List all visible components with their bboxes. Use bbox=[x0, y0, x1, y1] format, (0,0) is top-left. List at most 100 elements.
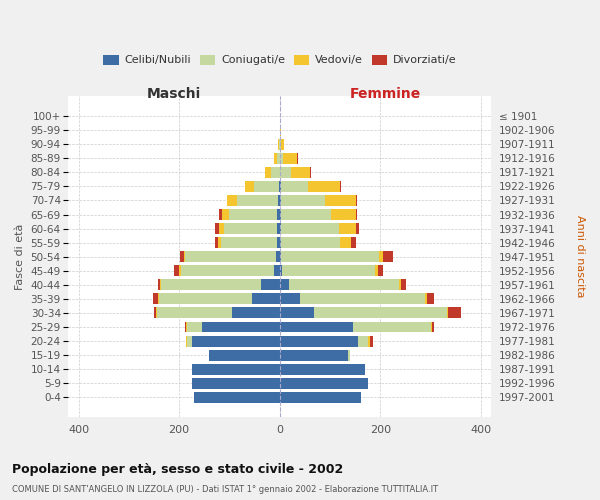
Bar bbox=[398, 280, 401, 290]
Bar bbox=[370, 336, 373, 346]
Bar bbox=[222, 209, 229, 220]
Y-axis label: Fasce di età: Fasce di età bbox=[15, 224, 25, 290]
Bar bbox=[280, 350, 348, 360]
Bar bbox=[237, 195, 278, 206]
Y-axis label: Anni di nascita: Anni di nascita bbox=[575, 216, 585, 298]
Bar bbox=[185, 322, 187, 332]
Bar bbox=[220, 223, 224, 234]
Bar bbox=[325, 195, 356, 206]
Bar bbox=[279, 181, 280, 192]
Bar bbox=[194, 392, 280, 403]
Bar bbox=[278, 195, 280, 206]
Bar bbox=[281, 223, 338, 234]
Bar bbox=[185, 251, 276, 262]
Bar bbox=[280, 294, 300, 304]
Bar bbox=[425, 294, 427, 304]
Bar bbox=[368, 336, 370, 346]
Bar bbox=[280, 237, 281, 248]
Bar bbox=[279, 139, 280, 149]
Bar bbox=[254, 181, 279, 192]
Text: Maschi: Maschi bbox=[147, 88, 201, 102]
Bar bbox=[431, 322, 432, 332]
Bar bbox=[271, 167, 280, 178]
Bar bbox=[280, 195, 281, 206]
Bar bbox=[280, 266, 283, 276]
Bar bbox=[351, 237, 356, 248]
Bar bbox=[281, 251, 379, 262]
Bar bbox=[289, 280, 398, 290]
Bar bbox=[277, 153, 280, 164]
Bar bbox=[232, 308, 280, 318]
Bar bbox=[432, 322, 434, 332]
Bar bbox=[215, 223, 220, 234]
Bar bbox=[379, 251, 383, 262]
Bar bbox=[280, 209, 281, 220]
Bar bbox=[280, 251, 281, 262]
Bar bbox=[376, 266, 378, 276]
Bar bbox=[280, 124, 281, 136]
Bar bbox=[229, 209, 277, 220]
Bar bbox=[281, 181, 308, 192]
Bar bbox=[308, 181, 340, 192]
Bar bbox=[274, 266, 280, 276]
Bar bbox=[209, 350, 280, 360]
Bar bbox=[219, 209, 222, 220]
Bar bbox=[280, 322, 353, 332]
Bar bbox=[158, 294, 159, 304]
Bar bbox=[218, 237, 221, 248]
Bar bbox=[340, 181, 341, 192]
Bar bbox=[160, 280, 161, 290]
Bar bbox=[277, 223, 280, 234]
Bar bbox=[174, 266, 179, 276]
Bar bbox=[283, 266, 376, 276]
Bar bbox=[280, 364, 365, 374]
Bar bbox=[280, 336, 358, 346]
Bar bbox=[153, 294, 158, 304]
Bar bbox=[280, 153, 283, 164]
Bar bbox=[280, 308, 314, 318]
Bar bbox=[280, 378, 368, 388]
Bar bbox=[187, 336, 192, 346]
Bar bbox=[277, 237, 280, 248]
Bar bbox=[158, 280, 160, 290]
Bar bbox=[358, 336, 368, 346]
Bar bbox=[185, 336, 187, 346]
Bar bbox=[281, 237, 340, 248]
Bar bbox=[291, 167, 310, 178]
Bar bbox=[280, 167, 291, 178]
Bar bbox=[314, 308, 448, 318]
Bar bbox=[348, 350, 350, 360]
Bar bbox=[184, 251, 185, 262]
Bar bbox=[427, 294, 434, 304]
Bar bbox=[260, 280, 280, 290]
Bar bbox=[280, 181, 281, 192]
Bar bbox=[300, 294, 425, 304]
Bar bbox=[187, 322, 202, 332]
Bar bbox=[356, 195, 358, 206]
Bar bbox=[383, 251, 393, 262]
Bar bbox=[310, 167, 311, 178]
Bar bbox=[274, 153, 277, 164]
Bar bbox=[252, 294, 280, 304]
Bar bbox=[154, 308, 155, 318]
Bar bbox=[245, 181, 254, 192]
Bar bbox=[297, 153, 298, 164]
Bar bbox=[401, 280, 406, 290]
Bar bbox=[280, 280, 289, 290]
Bar bbox=[192, 336, 280, 346]
Bar bbox=[331, 209, 356, 220]
Bar bbox=[280, 223, 281, 234]
Text: Femmine: Femmine bbox=[350, 88, 421, 102]
Bar bbox=[356, 223, 359, 234]
Bar bbox=[356, 209, 358, 220]
Bar bbox=[155, 308, 157, 318]
Bar bbox=[281, 209, 331, 220]
Bar bbox=[280, 392, 361, 403]
Bar bbox=[277, 209, 280, 220]
Bar bbox=[353, 322, 431, 332]
Text: Popolazione per età, sesso e stato civile - 2002: Popolazione per età, sesso e stato civil… bbox=[12, 462, 343, 475]
Bar bbox=[340, 237, 351, 248]
Legend: Celibi/Nubili, Coniugati/e, Vedovi/e, Divorziati/e: Celibi/Nubili, Coniugati/e, Vedovi/e, Di… bbox=[99, 50, 461, 70]
Bar bbox=[227, 195, 237, 206]
Bar bbox=[179, 266, 181, 276]
